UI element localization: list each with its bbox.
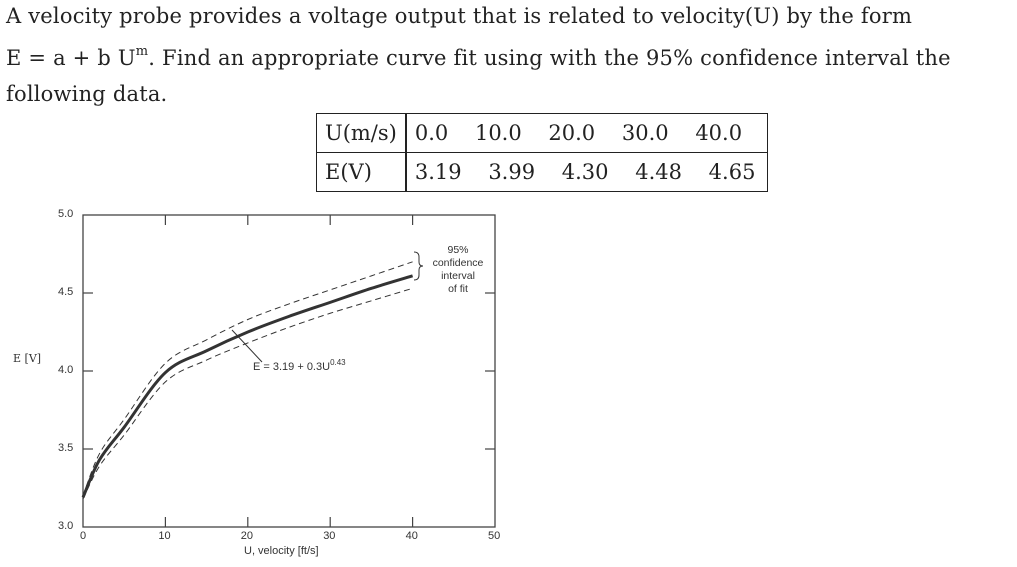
- data-table: U(m/s) 0.0 10.0 20.0 30.0 40.0 E(V) 3.19…: [315, 113, 769, 192]
- fit-equation: E = 3.19 + 0.3U0.43: [253, 358, 346, 373]
- y-tick-label: 5.0: [58, 208, 74, 220]
- x-tick-label: 0: [80, 530, 87, 542]
- confidence-bound-line: [82, 287, 413, 500]
- formula-base: E = a + b U: [6, 46, 136, 70]
- x-axis-label: U, velocity [ft/s]: [244, 545, 319, 557]
- problem-line-3: following data.: [6, 82, 168, 106]
- confidence-brace-icon: [413, 251, 424, 281]
- formula: E = a + b Um: [6, 44, 149, 70]
- row-values-velocity: 0.0 10.0 20.0 30.0 40.0: [405, 113, 769, 153]
- table-row-voltage: E(V) 3.19 3.99 4.30 4.48 4.65: [315, 152, 769, 192]
- annotation-pointer: [231, 329, 263, 363]
- y-tick-label: 3.0: [58, 520, 74, 532]
- table-row-velocity: U(m/s) 0.0 10.0 20.0 30.0 40.0: [315, 113, 769, 153]
- confidence-note-line: 95%: [447, 244, 469, 256]
- axis-ticks: [83, 215, 495, 527]
- row-header-velocity: U(m/s): [315, 113, 407, 153]
- table-cell: 40.0: [695, 120, 743, 145]
- y-tick-label: 4.5: [58, 286, 74, 298]
- table-cell: 4.30: [561, 159, 609, 184]
- table-cell: 4.48: [635, 159, 682, 184]
- formula-exponent: m: [135, 44, 149, 59]
- row-values-voltage: 3.19 3.99 4.30 4.48 4.65: [405, 152, 769, 192]
- table-cell: 3.19: [414, 159, 462, 184]
- table-cell: 30.0: [621, 120, 669, 145]
- x-tick-label: 30: [323, 530, 336, 542]
- confidence-note: 95% confidence interval of fit: [428, 244, 488, 296]
- table-cell: 0.0: [414, 120, 449, 145]
- chart-plot-area: [81, 214, 496, 528]
- x-tick-label: 40: [405, 530, 418, 542]
- x-tick-label: 50: [488, 530, 501, 542]
- fit-curves: [81, 261, 414, 500]
- calibration-chart: 3.0 3.5 4.0 4.5 5.0 0 10 20 30 40 50 E [V] U, vel…: [0, 200, 540, 567]
- x-tick-label: 10: [158, 530, 171, 542]
- table-cell: 10.0: [474, 120, 522, 145]
- problem-line-2-text: . Find an appropriate curve fit using wi…: [148, 46, 951, 70]
- confidence-bound-line: [82, 261, 413, 496]
- x-tick-label: 20: [240, 530, 254, 542]
- problem-line-2: E = a + b Um. Find an appropriate curve …: [6, 44, 951, 70]
- confidence-note-line: of fit: [448, 283, 468, 295]
- fit-line: [81, 274, 414, 498]
- fit-equation-exponent: 0.43: [330, 358, 346, 367]
- y-tick-label: 4.0: [58, 364, 74, 376]
- row-header-voltage: E(V): [315, 152, 407, 192]
- confidence-note-line: interval: [441, 270, 475, 282]
- table-cell: 20.0: [548, 120, 596, 145]
- fit-equation-main: E = 3.19 + 0.3U: [253, 361, 331, 373]
- confidence-note-line: confidence: [432, 257, 484, 269]
- y-axis-label: E [V]: [13, 352, 42, 365]
- table-cell: 3.99: [488, 159, 536, 184]
- problem-line-1: A velocity probe provides a voltage outp…: [6, 4, 913, 28]
- table-cell: 4.65: [708, 159, 756, 184]
- y-tick-label: 3.5: [58, 442, 74, 454]
